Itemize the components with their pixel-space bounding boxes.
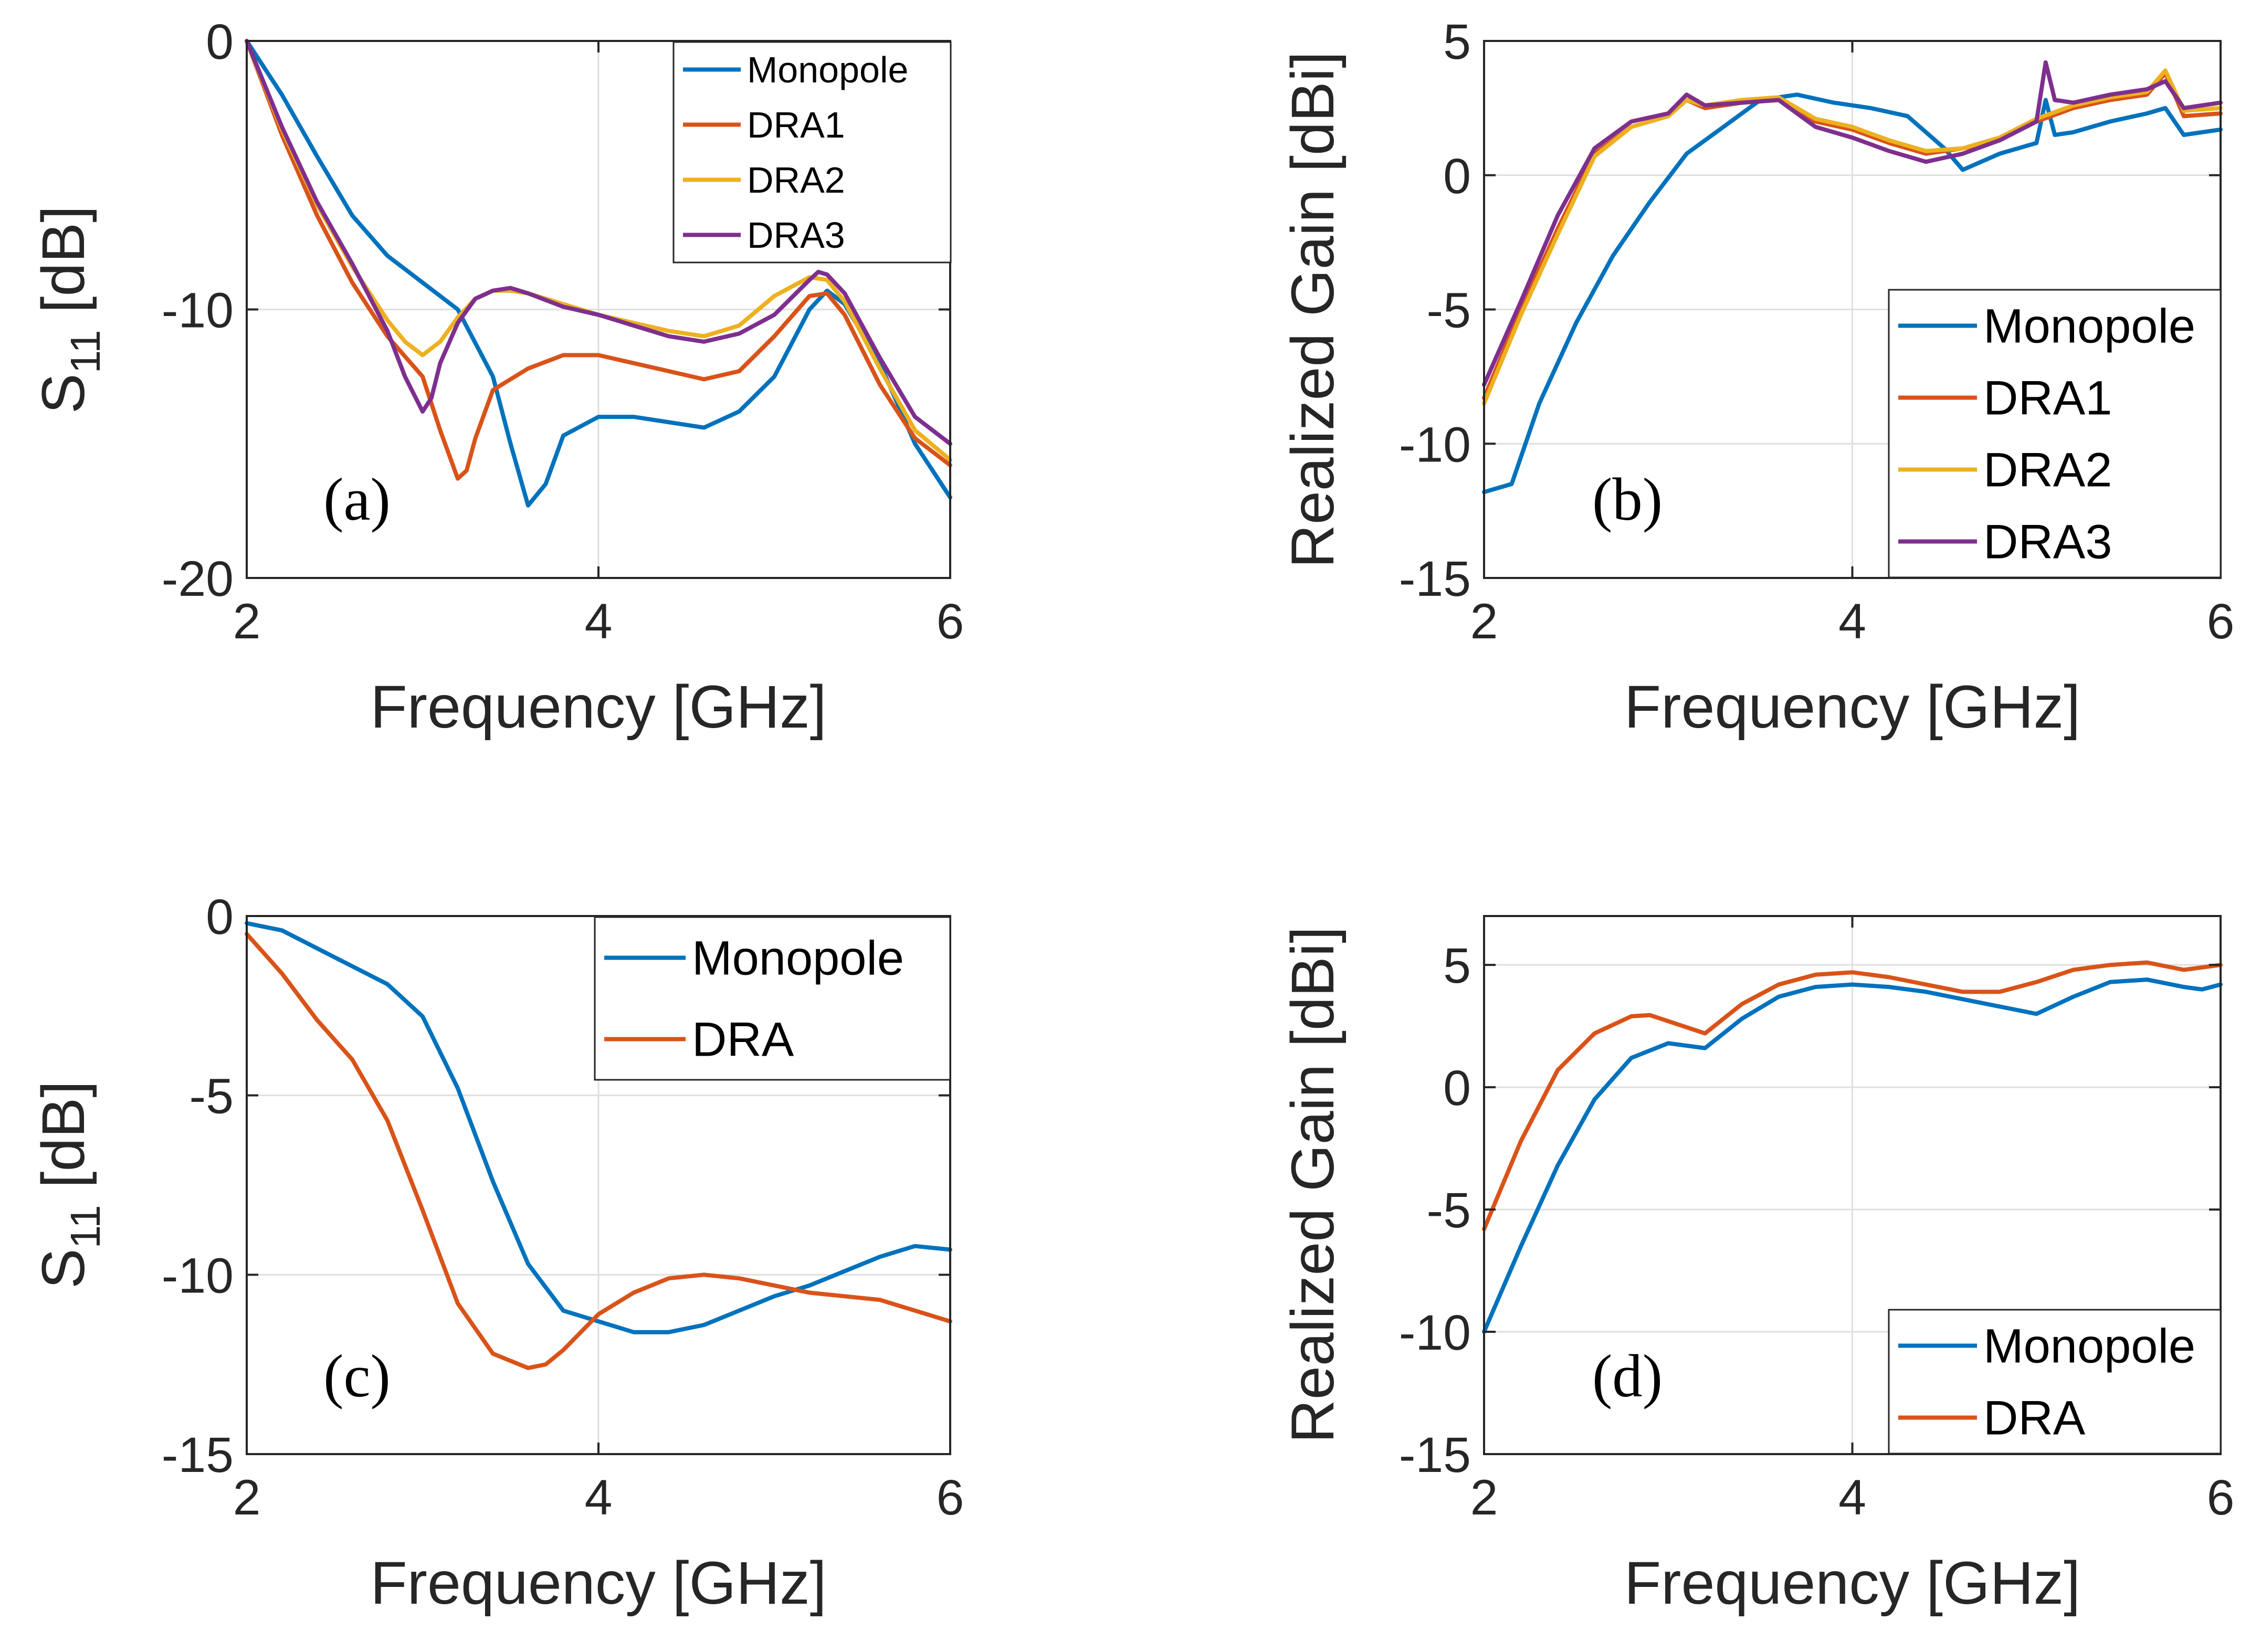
panel-b-legend-label: Monopole <box>1983 300 2195 353</box>
panel-a-x-tick-label: 2 <box>233 594 261 649</box>
panel-b-y-tick-label: 5 <box>1443 14 1471 70</box>
panel-a-x-axis-label: Frequency [GHz] <box>370 674 826 741</box>
panel-c-x-tick-label: 6 <box>937 1470 964 1525</box>
panel-b-panel-label: (b) <box>1592 466 1663 533</box>
panel-b-series-dra3 <box>1482 60 2223 387</box>
panel-a-y-axis-label: S11 [dB] <box>30 206 109 414</box>
panel-a-x-tick-label: 6 <box>937 594 964 649</box>
panel-a-y-tick-label: -10 <box>162 283 234 339</box>
panel-c-panel-label: (c) <box>323 1343 391 1409</box>
panel-b-y-tick-label: -10 <box>1399 417 1471 472</box>
panel-b-legend-box <box>1888 289 2222 578</box>
panel-d-y-tick-label: -5 <box>1427 1183 1471 1238</box>
panel-a-legend-label: DRA2 <box>747 160 845 201</box>
panel-a-series-monopole <box>245 39 952 508</box>
panel-b-legend-label: DRA1 <box>1983 372 2112 425</box>
panel-c-series-dra <box>245 932 952 1370</box>
panel-c-y-tick-label: -5 <box>190 1069 234 1124</box>
panel-d-x-tick-label: 2 <box>1470 1470 1498 1525</box>
panel-b-y-tick-label: -5 <box>1427 283 1471 339</box>
panel-c-y-tick-label: -15 <box>162 1427 234 1483</box>
panel-d-panel-label: (d) <box>1592 1343 1663 1409</box>
panel-a-legend-label: DRA3 <box>747 215 845 256</box>
panel-d-y-tick-label: -15 <box>1399 1427 1471 1483</box>
panel-d-y-axis-label: Realized Gain [dBi] <box>1279 927 1347 1443</box>
chart-panel-b: 2 4 6 5 0 -5 -10 -15 Frequency [GHz] Realized Gai… <box>1279 14 2234 741</box>
panel-c-y-tick-label: 0 <box>206 889 234 945</box>
panel-d-y-tick-label: 5 <box>1443 938 1471 994</box>
panel-a-legend-label: Monopole <box>747 49 908 90</box>
panel-d-x-tick-label: 6 <box>2207 1470 2235 1525</box>
panel-a-y-tick-label: 0 <box>206 14 234 70</box>
panel-d-legend: Monopole DRA <box>1888 1309 2222 1455</box>
panel-c-x-tick-label: 2 <box>233 1470 261 1525</box>
panel-b-y-tick-label: 0 <box>1443 149 1471 204</box>
panel-a-y-tick-label: -20 <box>162 551 234 607</box>
panel-b-series-monopole <box>1482 92 2223 494</box>
panel-b-x-tick-label: 2 <box>1470 594 1498 649</box>
panel-d-y-tick-label: -10 <box>1399 1305 1471 1361</box>
panel-b-x-tick-label: 6 <box>2207 594 2235 649</box>
panel-b-legend: Monopole DRA1 DRA2 DRA3 <box>1888 289 2222 578</box>
panel-b-x-tick-label: 4 <box>1838 594 1866 649</box>
panel-c-x-axis-label: Frequency [GHz] <box>370 1550 826 1617</box>
panel-c-legend: Monopole DRA <box>594 916 951 1081</box>
panel-b-legend-label: DRA3 <box>1983 515 2112 569</box>
panel-c-series-monopole <box>245 921 952 1334</box>
panel-c-legend-box <box>594 916 951 1081</box>
panel-d-legend-label: DRA <box>1983 1392 2086 1445</box>
chart-panel-c: 2 4 6 0 -5 -10 -15 Frequency [GHz] S11 [dB] (c) Mo… <box>30 889 964 1617</box>
chart-panel-a: 2 4 6 0 -10 -20 Frequency [GHz] S11 [dB] (a) Mono… <box>30 14 964 741</box>
panel-d-y-tick-label: 0 <box>1443 1060 1471 1116</box>
panel-a-x-tick-label: 4 <box>585 594 613 649</box>
panel-a-legend-box <box>672 41 952 264</box>
panel-d-series-monopole <box>1482 977 2223 1334</box>
panel-d-series-dra <box>1482 960 2223 1232</box>
panel-a-panel-label: (a) <box>323 466 391 533</box>
panel-c-y-axis-label: S11 [dB] <box>30 1081 109 1289</box>
panel-c-legend-label: Monopole <box>692 932 904 985</box>
panel-a-legend-label: DRA1 <box>747 104 845 145</box>
panel-b-y-tick-label: -15 <box>1399 551 1471 607</box>
panel-b-legend-label: DRA2 <box>1983 444 2112 497</box>
chart-panel-d: 2 4 6 5 0 -5 -10 -15 Frequency [GHz] Realized Gai… <box>1279 915 2235 1617</box>
panel-d-legend-label: Monopole <box>1983 1320 2195 1373</box>
panel-d-x-axis-label: Frequency [GHz] <box>1624 1550 2080 1617</box>
panel-c-x-tick-label: 4 <box>585 1470 613 1525</box>
panel-b-x-axis-label: Frequency [GHz] <box>1624 674 2080 741</box>
panel-c-y-tick-label: -10 <box>162 1248 234 1303</box>
panel-a-legend: Monopole DRA1 DRA2 DRA3 <box>672 41 952 264</box>
panel-d-legend-box <box>1888 1309 2222 1455</box>
panel-b-series-dra2 <box>1482 68 2223 406</box>
panel-b-y-axis-label: Realized Gain [dBi] <box>1279 51 1347 568</box>
panel-a-series-dra3 <box>245 39 952 446</box>
panel-c-legend-label: DRA <box>692 1013 794 1067</box>
panel-d-x-tick-label: 4 <box>1838 1470 1866 1525</box>
